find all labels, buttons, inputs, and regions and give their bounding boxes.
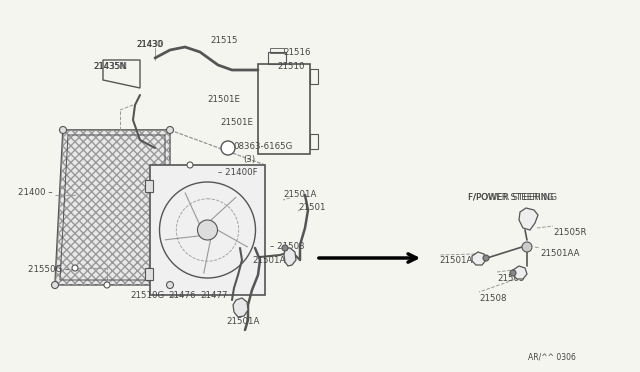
Circle shape	[166, 282, 173, 289]
Text: 21501: 21501	[298, 203, 326, 212]
Text: AR/^^ 0306: AR/^^ 0306	[528, 353, 576, 362]
Text: 21477: 21477	[200, 291, 227, 300]
Text: 21501A: 21501A	[226, 317, 259, 326]
Text: S: S	[225, 144, 231, 154]
Bar	[268, 52, 286, 64]
Text: 21476: 21476	[168, 291, 195, 300]
Text: – 21400F: – 21400F	[218, 168, 258, 177]
Polygon shape	[472, 252, 486, 265]
Text: 21501AA: 21501AA	[439, 256, 479, 265]
Text: (3): (3)	[243, 155, 255, 164]
Circle shape	[187, 162, 193, 168]
Text: F/POWER STEERING: F/POWER STEERING	[468, 193, 557, 202]
Text: 21508: 21508	[479, 294, 506, 303]
Text: 21505R: 21505R	[553, 228, 586, 237]
Bar	[258, 64, 310, 154]
Text: 21430: 21430	[136, 40, 163, 49]
Bar	[150, 165, 265, 295]
Circle shape	[51, 282, 58, 289]
Bar	[145, 268, 153, 280]
Polygon shape	[55, 130, 170, 285]
Text: 21430: 21430	[136, 40, 163, 49]
Text: 21516: 21516	[283, 48, 310, 57]
Bar	[310, 69, 318, 84]
Text: 21515: 21515	[210, 36, 237, 45]
Text: 21400 –: 21400 –	[18, 188, 52, 197]
Text: – 21503: – 21503	[270, 242, 305, 251]
Text: 21501A: 21501A	[283, 190, 316, 199]
Bar	[145, 180, 153, 192]
Polygon shape	[233, 298, 248, 317]
Text: 21435N: 21435N	[93, 62, 127, 71]
Text: 21501E: 21501E	[220, 118, 253, 127]
Circle shape	[60, 126, 67, 134]
Circle shape	[522, 242, 532, 252]
Circle shape	[72, 265, 78, 271]
Bar	[270, 48, 284, 53]
Polygon shape	[519, 208, 538, 230]
Circle shape	[198, 220, 218, 240]
Polygon shape	[284, 248, 296, 266]
Circle shape	[104, 282, 110, 288]
Text: F/POWER STEERING: F/POWER STEERING	[468, 193, 554, 202]
Circle shape	[221, 141, 235, 155]
Polygon shape	[513, 266, 527, 279]
Text: 21505: 21505	[497, 274, 525, 283]
Text: 21501AA: 21501AA	[540, 249, 579, 258]
Circle shape	[510, 270, 516, 276]
Circle shape	[166, 126, 173, 134]
Text: 21501A: 21501A	[252, 256, 285, 265]
Text: 21435N: 21435N	[93, 62, 125, 71]
Text: 08363-6165G: 08363-6165G	[233, 142, 292, 151]
Bar	[310, 134, 318, 149]
Text: 21510: 21510	[277, 62, 305, 71]
Circle shape	[483, 255, 489, 261]
Circle shape	[282, 245, 288, 251]
Text: 21501E: 21501E	[207, 95, 240, 104]
Text: 21510G: 21510G	[130, 291, 164, 300]
Text: 21550G –: 21550G –	[28, 265, 69, 274]
